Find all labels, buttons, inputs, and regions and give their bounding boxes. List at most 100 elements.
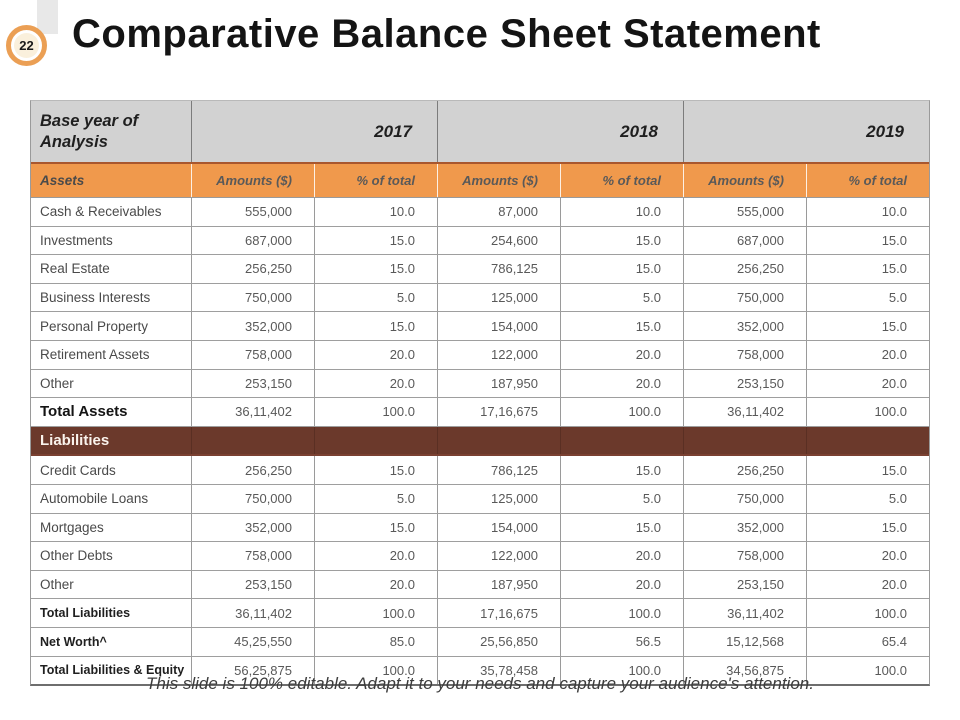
row-value: 100.0: [560, 398, 683, 426]
table-row: Other Debts 758,000 20.0 122,000 20.0 758,000…: [31, 542, 929, 571]
row-value: 253,150: [191, 369, 314, 398]
column-header-assets: Assets: [40, 173, 85, 188]
row-value: 45,25,550: [191, 627, 314, 656]
row-value: 125,000: [437, 283, 560, 312]
table-row: Total Assets 36,11,402 100.0 17,16,675 100.0…: [31, 398, 929, 427]
row-value: 35,78,458: [437, 656, 560, 685]
row-value: 10.0: [314, 198, 437, 226]
row-value: 36,11,402: [683, 599, 806, 627]
row-value: 56,25,875: [191, 656, 314, 685]
row-value: [191, 426, 314, 455]
row-value: 15.0: [560, 456, 683, 484]
row-label: Liabilities: [40, 432, 110, 450]
row-value: 15.0: [560, 255, 683, 283]
row-value: 256,250: [683, 255, 806, 283]
row-value: 20.0: [560, 570, 683, 599]
table-row: Net Worth^ 45,25,550 85.0 25,56,850 56.5 15,1…: [31, 627, 929, 657]
row-value: 20.0: [314, 340, 437, 369]
table-row: Total Liabilities & Equity 56,25,875 100.0…: [31, 656, 929, 685]
badge-ribbon: [37, 0, 58, 34]
row-value: 15.0: [560, 226, 683, 255]
page-number-badge: 22: [6, 25, 47, 66]
row-label: Personal Property: [40, 318, 149, 334]
row-value: 15.0: [560, 312, 683, 340]
row-value: 750,000: [191, 283, 314, 312]
row-value: 5.0: [314, 484, 437, 513]
row-value: 352,000: [683, 312, 806, 340]
row-value: 555,000: [191, 198, 314, 226]
row-value: 256,250: [191, 255, 314, 283]
row-value: 17,16,675: [437, 599, 560, 627]
row-value: 15.0: [314, 513, 437, 542]
row-value: 187,950: [437, 570, 560, 599]
row-value: 750,000: [683, 484, 806, 513]
row-value: 786,125: [437, 255, 560, 283]
table-row: Investments 687,000 15.0 254,600 15.0 687,000…: [31, 226, 929, 256]
row-value: 15.0: [806, 312, 929, 340]
table-row: Credit Cards 256,250 15.0 786,125 15.0 256,25…: [31, 456, 929, 485]
row-value: 20.0: [806, 570, 929, 599]
row-value: 15.0: [806, 513, 929, 542]
row-value: 352,000: [683, 513, 806, 542]
row-value: 85.0: [314, 627, 437, 656]
editable-note: This slide is 100% editable. Adapt it to…: [146, 674, 814, 693]
row-value: 20.0: [560, 340, 683, 369]
row-value: 15.0: [806, 456, 929, 484]
row-value: 65.4: [806, 627, 929, 656]
row-label: Other Debts: [40, 548, 113, 564]
row-value: 750,000: [683, 283, 806, 312]
row-value: 100.0: [314, 398, 437, 426]
row-label: Automobile Loans: [40, 491, 149, 507]
section-header-row: Liabilities: [31, 426, 929, 457]
row-value: 17,16,675: [437, 398, 560, 426]
row-value: [314, 426, 437, 455]
row-value: 25,56,850: [437, 627, 560, 656]
column-header-amounts: Amounts ($): [683, 164, 806, 197]
row-value: 122,000: [437, 542, 560, 570]
row-value: 100.0: [314, 656, 437, 685]
row-value: 758,000: [191, 542, 314, 570]
row-value: 687,000: [683, 226, 806, 255]
row-label: Total Liabilities: [40, 606, 131, 621]
row-value: 154,000: [437, 513, 560, 542]
row-value: 10.0: [806, 198, 929, 226]
row-value: 555,000: [683, 198, 806, 226]
row-value: 15.0: [314, 456, 437, 484]
table-row: Cash & Receivables 555,000 10.0 87,000 10.0 5…: [31, 198, 929, 227]
row-value: 20.0: [806, 340, 929, 369]
row-value: 125,000: [437, 484, 560, 513]
row-value: 20.0: [314, 542, 437, 570]
row-value: 256,250: [191, 456, 314, 484]
row-value: 750,000: [191, 484, 314, 513]
row-value: 56.5: [560, 627, 683, 656]
row-label: Other: [40, 375, 74, 391]
row-value: 758,000: [683, 340, 806, 369]
balance-table-body: Cash & Receivables 555,000 10.0 87,000 10.0 5…: [31, 198, 929, 685]
row-value: 15.0: [314, 312, 437, 340]
row-value: 5.0: [806, 283, 929, 312]
row-value: 20.0: [314, 369, 437, 398]
year-header-2019: 2019: [683, 101, 929, 162]
row-label: Business Interests: [40, 290, 151, 306]
row-value: 253,150: [683, 570, 806, 599]
column-header-amounts: Amounts ($): [437, 164, 560, 197]
row-value: 10.0: [560, 198, 683, 226]
row-value: 36,11,402: [191, 398, 314, 426]
row-value: 15.0: [560, 513, 683, 542]
table-row: Real Estate 256,250 15.0 786,125 15.0 256,250…: [31, 255, 929, 284]
row-value: 253,150: [191, 570, 314, 599]
base-year-header: Base year of Analysis: [40, 111, 139, 151]
row-value: 20.0: [806, 369, 929, 398]
row-value: 20.0: [560, 542, 683, 570]
table-row: Business Interests 750,000 5.0 125,000 5.0 75…: [31, 283, 929, 313]
row-value: 100.0: [806, 599, 929, 627]
row-value: 253,150: [683, 369, 806, 398]
page-number: 22: [19, 38, 34, 53]
row-value: [683, 426, 806, 455]
column-header-amounts: Amounts ($): [191, 164, 314, 197]
row-value: 15.0: [806, 255, 929, 283]
table-row: Other 253,150 20.0 187,950 20.0 253,150 20.0: [31, 570, 929, 600]
table-header-years: Base year of Analysis 2017 2018 2019: [31, 101, 929, 162]
row-value: 254,600: [437, 226, 560, 255]
